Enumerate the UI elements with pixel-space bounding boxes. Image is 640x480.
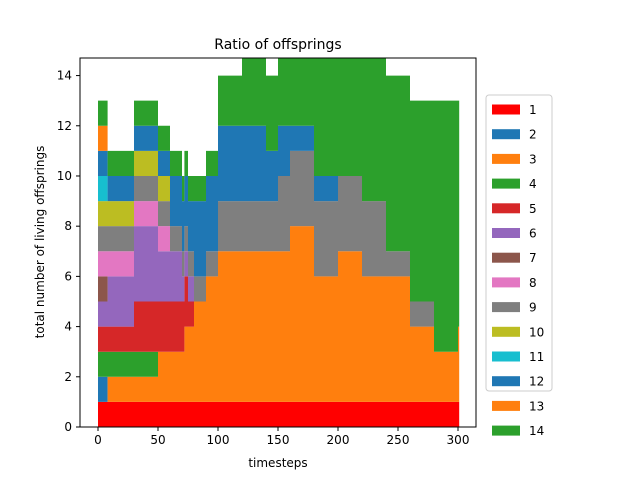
legend-swatch	[492, 252, 520, 263]
legend-label: 3	[529, 152, 537, 166]
legend-swatch	[492, 425, 520, 436]
legend-label: 12	[529, 375, 544, 389]
legend-swatch	[492, 153, 520, 164]
x-axis: 0 50 100 150 200 250 300	[94, 427, 469, 447]
legend-label: 4	[529, 177, 537, 191]
legend-label: 2	[529, 128, 537, 142]
legend-swatch	[492, 178, 520, 189]
area-series-6	[98, 226, 460, 352]
legend-label: 11	[529, 350, 544, 364]
legend-label: 8	[529, 276, 537, 290]
y-tick-label: 6	[64, 269, 72, 283]
legend-swatch	[492, 302, 520, 313]
y-tick-label: 2	[64, 370, 72, 384]
legend-swatch	[492, 400, 520, 411]
y-axis: 0 2 4 6 8 10 12 14	[57, 69, 80, 434]
legend-label: 1	[529, 103, 537, 117]
x-tick-label: 150	[267, 433, 290, 447]
stacked-areas	[98, 58, 460, 427]
legend-box	[485, 94, 553, 392]
y-tick-label: 10	[57, 169, 72, 183]
legend-swatch	[492, 351, 520, 362]
legend-label: 10	[529, 325, 544, 339]
legend-label: 14	[529, 424, 544, 438]
y-tick-label: 12	[57, 119, 72, 133]
area-series-12	[98, 125, 460, 352]
x-axis-label: timesteps	[248, 456, 307, 470]
legend-swatch	[492, 203, 520, 214]
legend-swatch	[492, 277, 520, 288]
x-tick-label: 300	[447, 433, 470, 447]
area-series-3	[98, 226, 460, 402]
legend-swatch	[492, 326, 520, 337]
legend-label: 13	[529, 399, 544, 413]
area-series-14	[98, 58, 460, 352]
legend-label: 6	[529, 227, 537, 241]
area-series-1	[98, 401, 460, 427]
legend-label: 5	[529, 202, 537, 216]
legend-label: 7	[529, 251, 537, 265]
area-series-10	[98, 150, 460, 352]
chart-title: Ratio of offsprings	[214, 37, 341, 53]
x-tick-label: 100	[207, 433, 230, 447]
area-series-8	[98, 201, 460, 352]
legend-swatch	[492, 376, 520, 387]
legend-swatch	[492, 228, 520, 238]
area-series-4	[98, 226, 460, 377]
x-tick-label: 250	[387, 433, 410, 447]
y-tick-label: 0	[64, 420, 72, 434]
legend-swatch	[492, 104, 520, 115]
x-tick-label: 200	[327, 433, 350, 447]
y-tick-label: 8	[64, 219, 72, 233]
x-tick-label: 0	[94, 433, 102, 447]
legend-label: 9	[529, 301, 537, 315]
area-series-5	[98, 226, 460, 352]
x-tick-label: 50	[150, 433, 165, 447]
y-axis-label: total number of living offsprings	[33, 146, 47, 339]
y-tick-label: 4	[64, 320, 72, 334]
y-tick-label: 14	[57, 69, 72, 83]
legend-swatch	[492, 129, 520, 140]
